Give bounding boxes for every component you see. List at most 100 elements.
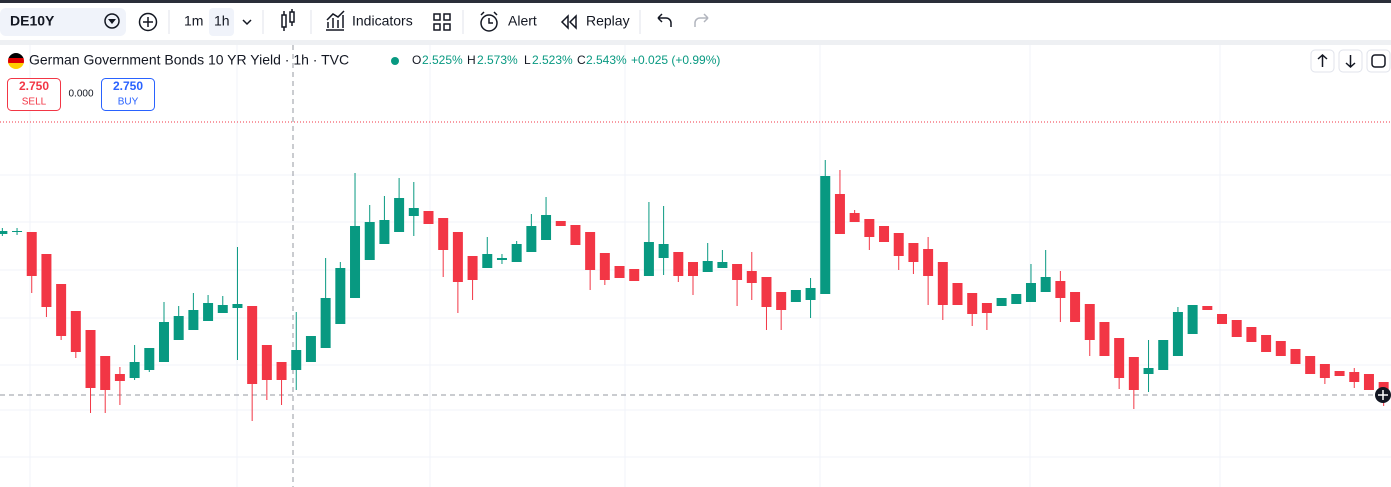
candle-body [188,310,199,330]
change: +0.025 (+0.99%) [631,53,720,67]
indicators-icon[interactable] [326,10,345,31]
undo-button[interactable] [657,13,672,27]
candle-body [585,232,596,270]
candle-body [56,284,67,336]
candle-body [1114,338,1125,378]
candle-body [643,242,654,276]
templates-button[interactable] [433,13,451,31]
spread: 0.000 [68,89,93,100]
candle-body [511,244,522,262]
candle-body [820,176,831,294]
candle-body [1349,372,1360,382]
redo-button[interactable] [694,13,709,27]
candle-body [1290,349,1301,364]
candle-body [555,221,566,226]
candle-body [849,213,860,222]
symbol[interactable]: DE10Y [10,13,55,29]
candle-body [1246,327,1257,342]
ohlc-value: 2.573% [477,53,518,67]
candle-body [100,356,111,390]
candle-body [247,306,258,384]
candle-body [276,362,287,380]
candle-body [732,264,743,280]
candle-body [203,303,214,321]
alert-icon[interactable] [480,11,498,32]
candle-body [952,283,963,305]
buy-price[interactable]: 2.750 [113,79,143,93]
candle-body [1143,368,1154,374]
candle-body [526,226,537,252]
candle-body [408,208,419,216]
candle-body [834,194,845,234]
symbol-box[interactable] [0,8,126,36]
crosshair-plus[interactable] [1375,387,1391,403]
buy-button[interactable] [101,78,155,111]
candle-body [335,268,346,324]
candle-body [1099,322,1110,356]
buy-label[interactable]: BUY [118,97,139,108]
sell-price[interactable]: 2.750 [19,79,49,93]
candle-body [879,226,890,242]
chart-type-button[interactable] [281,9,295,31]
symbol-icon[interactable] [104,13,120,29]
candle-body [790,290,801,302]
candle-body [1128,357,1139,390]
candle-body [482,254,493,268]
candle-body [423,211,434,224]
candle-body [1055,281,1066,298]
interval[interactable]: 1m [184,13,203,29]
scroll-down[interactable] [1338,49,1363,73]
candle-body [967,293,978,314]
interval-active-bg [209,8,234,36]
candle-body [452,232,463,282]
market-status [391,57,399,65]
candle-body [1202,306,1213,310]
candle-body [717,262,728,268]
candle-body [864,219,875,237]
candle-body [114,374,125,381]
candle-body [761,277,772,307]
interval-dropdown[interactable] [242,19,252,26]
candle-body [305,336,316,362]
candle-body [923,249,934,276]
candle-body [129,362,140,378]
candle-body [570,225,581,245]
legend-title: German Government Bonds 10 YR Yield · 1h… [29,52,349,68]
candle-body [0,231,8,234]
candle-body [1187,305,1198,334]
flag [8,53,24,69]
candle-body [1158,340,1169,370]
fullscreen[interactable] [1366,49,1391,73]
interval[interactable]: 1h [214,13,230,29]
candle-body [981,303,992,313]
candle-body [394,198,405,232]
candle-body [1172,312,1183,356]
compare-button[interactable] [138,12,158,32]
candle-body [438,218,449,250]
ohlc-legend: O 2.525% H 2.573% L 2.523% C 2.543% [412,53,627,67]
candle-body [805,288,816,300]
candle-body [629,269,640,281]
candle-body [320,298,331,348]
sell-label[interactable]: SELL [22,97,47,108]
indicators-button[interactable]: Indicators [352,13,413,29]
ohlc-value: 2.543% [586,53,627,67]
alert-button[interactable]: Alert [508,13,537,29]
ohlc-label: O [412,53,421,67]
candle-body [937,262,948,305]
candle-body [467,256,478,280]
replay-icon[interactable] [560,14,577,30]
ohlc-value: 2.523% [532,53,573,67]
replay-button[interactable]: Replay [586,13,630,29]
candle-body [1084,304,1095,340]
candle-body [746,271,757,283]
candle-body [173,316,184,340]
scroll-up[interactable] [1310,49,1335,73]
sell-button[interactable] [7,78,61,111]
candle-body [688,262,698,276]
candle-body [1363,374,1374,390]
candle-body [1217,314,1228,324]
candle-body [379,220,390,244]
toolbar-separator [0,40,1391,45]
